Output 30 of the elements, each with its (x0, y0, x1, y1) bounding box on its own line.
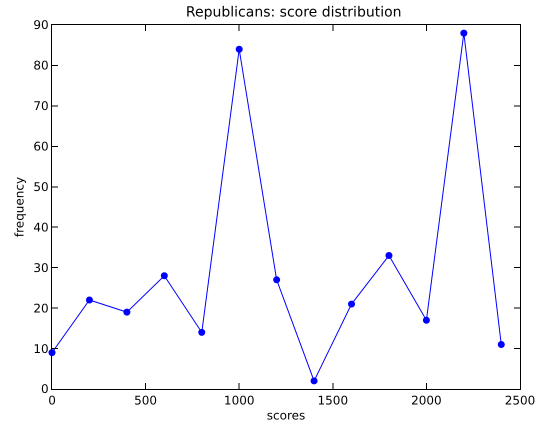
x-axis-title: scores (266, 408, 306, 422)
x-tick-label: 2000 (411, 393, 442, 408)
point (273, 276, 280, 284)
point (236, 46, 243, 53)
y-tick-label: 0 (40, 382, 49, 396)
point (385, 252, 392, 260)
point (422, 316, 430, 324)
point (123, 308, 130, 316)
x-tick-label: 1000 (224, 393, 254, 408)
y-tick-label: 80 (33, 58, 49, 73)
point (86, 296, 93, 304)
x-tick-label: 1500 (318, 393, 348, 408)
y-tick-label: 10 (33, 342, 49, 356)
y-tick-label: 60 (33, 140, 49, 154)
y-tick-label: 30 (33, 260, 49, 275)
point (160, 272, 168, 280)
y-tick-label: 90 (33, 18, 49, 32)
chart-title: Republicans: score distribution (186, 4, 402, 20)
y-tick-label: 40 (33, 220, 49, 234)
point (310, 377, 318, 384)
point (348, 300, 356, 308)
x-tick-label: 2500 (504, 393, 536, 408)
point (498, 341, 505, 348)
y-tick-label: 70 (33, 99, 49, 114)
y-axis-title: frequency (12, 176, 27, 238)
y-tick-label: 20 (33, 301, 49, 316)
x-tick-label: 500 (134, 393, 158, 408)
point (198, 328, 206, 336)
point (460, 30, 468, 37)
y-tick-label: 50 (33, 180, 49, 194)
